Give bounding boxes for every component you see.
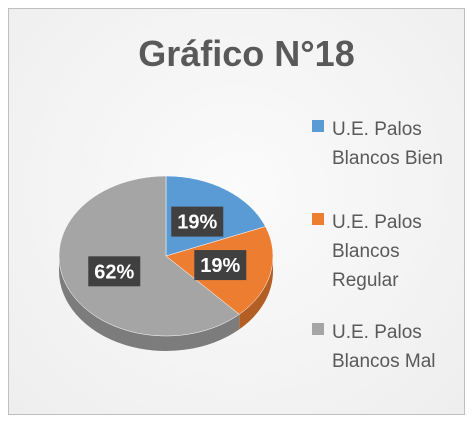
data-label: 19% bbox=[177, 212, 217, 234]
chart-title: Gráfico N°18 bbox=[138, 33, 355, 74]
pie-side bbox=[239, 256, 273, 330]
legend-swatch bbox=[312, 120, 324, 132]
legend-label: U.E. Palos Blancos Mal bbox=[332, 322, 436, 372]
pie-side bbox=[59, 256, 240, 351]
legend-label: U.E. Palos Blancos Regular bbox=[332, 212, 422, 291]
data-label-box bbox=[171, 206, 224, 237]
data-label-box bbox=[194, 250, 247, 281]
data-label: 19% bbox=[200, 255, 240, 277]
data-label: 62% bbox=[94, 261, 134, 283]
pie-slice bbox=[58, 175, 240, 337]
data-label-box bbox=[88, 256, 141, 287]
legend-swatch bbox=[312, 323, 324, 335]
legend-swatch bbox=[312, 213, 324, 225]
chart-area: 19% 19% 62% Gráfico N°18 U.E. Palos Blanco… bbox=[8, 8, 465, 415]
legend-label: U.E. Palos Blancos Bien bbox=[332, 119, 443, 169]
pie-plot: 19% 19% 62% bbox=[58, 175, 274, 351]
